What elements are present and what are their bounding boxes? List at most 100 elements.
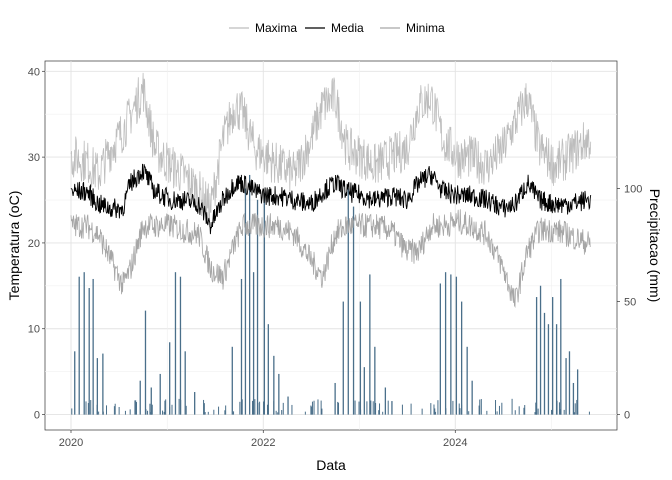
precipitation-bar xyxy=(134,400,136,415)
precipitation-bar xyxy=(572,382,575,415)
precipitation-bar xyxy=(374,346,376,415)
precipitation-bar xyxy=(375,402,377,415)
precipitation-bar xyxy=(150,409,152,415)
precipitation-bar xyxy=(480,399,482,415)
precipitation-bar xyxy=(369,274,371,415)
legend: Maxima Media Minima xyxy=(229,21,445,35)
precipitation-bar xyxy=(179,276,182,415)
precipitation-bar xyxy=(180,399,182,415)
precipitation-bar xyxy=(118,406,120,415)
y-tick-label: 30 xyxy=(28,152,40,164)
precipitation-bar xyxy=(88,288,90,415)
precipitation-bar xyxy=(185,405,187,415)
precipitation-bar xyxy=(334,382,336,415)
precipitation-bar xyxy=(240,278,243,415)
precipitation-bar xyxy=(71,408,73,415)
precipitation-bar xyxy=(337,401,339,415)
x-tick-label: 2020 xyxy=(59,437,83,449)
precipitation-bar xyxy=(275,410,277,415)
precipitation-bar xyxy=(543,312,546,415)
precipitation-bar xyxy=(534,412,536,415)
precipitation-bar xyxy=(291,404,293,415)
precipitation-bar xyxy=(366,401,368,415)
x-tick-label: 2022 xyxy=(251,437,275,449)
precipitation-bar xyxy=(455,276,458,415)
precipitation-bar xyxy=(267,408,269,415)
y2-tick-label: 0 xyxy=(624,410,630,422)
precipitation-bar xyxy=(458,403,460,415)
precipitation-bar xyxy=(304,411,306,415)
precipitation-bar xyxy=(256,199,259,415)
left-axis: 0 10 20 30 40 xyxy=(28,66,45,422)
precipitation-bar xyxy=(471,380,473,415)
precipitation-bar xyxy=(433,404,435,415)
precipitation-bar xyxy=(257,402,259,415)
precipitation-bar xyxy=(524,405,526,415)
precipitation-bar xyxy=(496,411,498,415)
precipitation-bar xyxy=(144,310,147,415)
y-tick-label: 20 xyxy=(28,238,40,250)
y-tick-label: 10 xyxy=(28,324,40,336)
precipitation-bar xyxy=(547,324,550,415)
precipitation-bar xyxy=(352,206,355,415)
series-line-media xyxy=(70,163,592,235)
precipitation-bar xyxy=(378,410,380,415)
precipitation-bar xyxy=(194,392,196,415)
precipitation-bar xyxy=(347,188,349,415)
precipitation-bar xyxy=(83,272,85,415)
precipitation-bar xyxy=(259,401,261,415)
precipitation-bar xyxy=(577,411,579,415)
precipitation-bar xyxy=(391,401,393,415)
precipitation-bar xyxy=(287,396,289,415)
precipitation-bar xyxy=(252,272,255,415)
precipitation-bar xyxy=(574,403,576,415)
precipitation-bar xyxy=(254,399,256,415)
precipitation-bar xyxy=(537,408,539,415)
precipitation-bar xyxy=(278,373,280,415)
precipitation-bar xyxy=(551,409,553,415)
precipitation-bar xyxy=(203,399,205,415)
precipitation-bar xyxy=(450,274,452,415)
precipitation-bar xyxy=(163,411,165,415)
precipitation-bar xyxy=(281,410,283,415)
precipitation-bar xyxy=(267,324,269,415)
precipitation-bar xyxy=(139,380,141,415)
precipitation-bar xyxy=(421,408,423,415)
precipitation-bar xyxy=(263,401,265,415)
precipitation-bar xyxy=(311,406,313,415)
precipitation-bar xyxy=(317,399,319,415)
precipitation-bar xyxy=(149,403,151,415)
precipitation-bar xyxy=(354,400,356,415)
precipitation-bar xyxy=(239,401,241,415)
precipitation-bar xyxy=(169,406,171,415)
legend-label-maxima: Maxima xyxy=(255,21,297,35)
precipitation-bar xyxy=(576,399,578,415)
precipitation-bar xyxy=(320,400,322,415)
precipitation-bar xyxy=(555,324,558,415)
precipitation-bar xyxy=(459,408,461,415)
precipitation-bar xyxy=(514,410,516,415)
precipitation-bar xyxy=(224,410,226,415)
precipitation-bar xyxy=(445,408,447,415)
precipitation-bar xyxy=(78,276,80,415)
precipitation-bar xyxy=(273,355,275,415)
precipitation-bar xyxy=(150,412,152,415)
precipitation-bar xyxy=(573,412,575,415)
precipitation-bar xyxy=(150,387,152,415)
precipitation-bar xyxy=(310,405,312,415)
precipitation-bar xyxy=(321,408,323,415)
precipitation-bar xyxy=(124,410,126,415)
precipitation-bar xyxy=(551,297,554,415)
precipitation-bar xyxy=(379,403,381,415)
precipitation-bar xyxy=(495,400,497,415)
precipitation-bar xyxy=(135,400,137,415)
precipitation-bar xyxy=(164,400,166,415)
y-axis-title: Temperatura (oC) xyxy=(6,191,22,301)
precipitation-bar xyxy=(233,411,235,415)
precipitation-bar xyxy=(174,272,177,415)
precipitation-bar xyxy=(565,358,567,415)
precipitation-bar xyxy=(559,409,561,415)
precipitation-bar xyxy=(560,399,562,415)
precipitation-bar xyxy=(218,406,220,415)
